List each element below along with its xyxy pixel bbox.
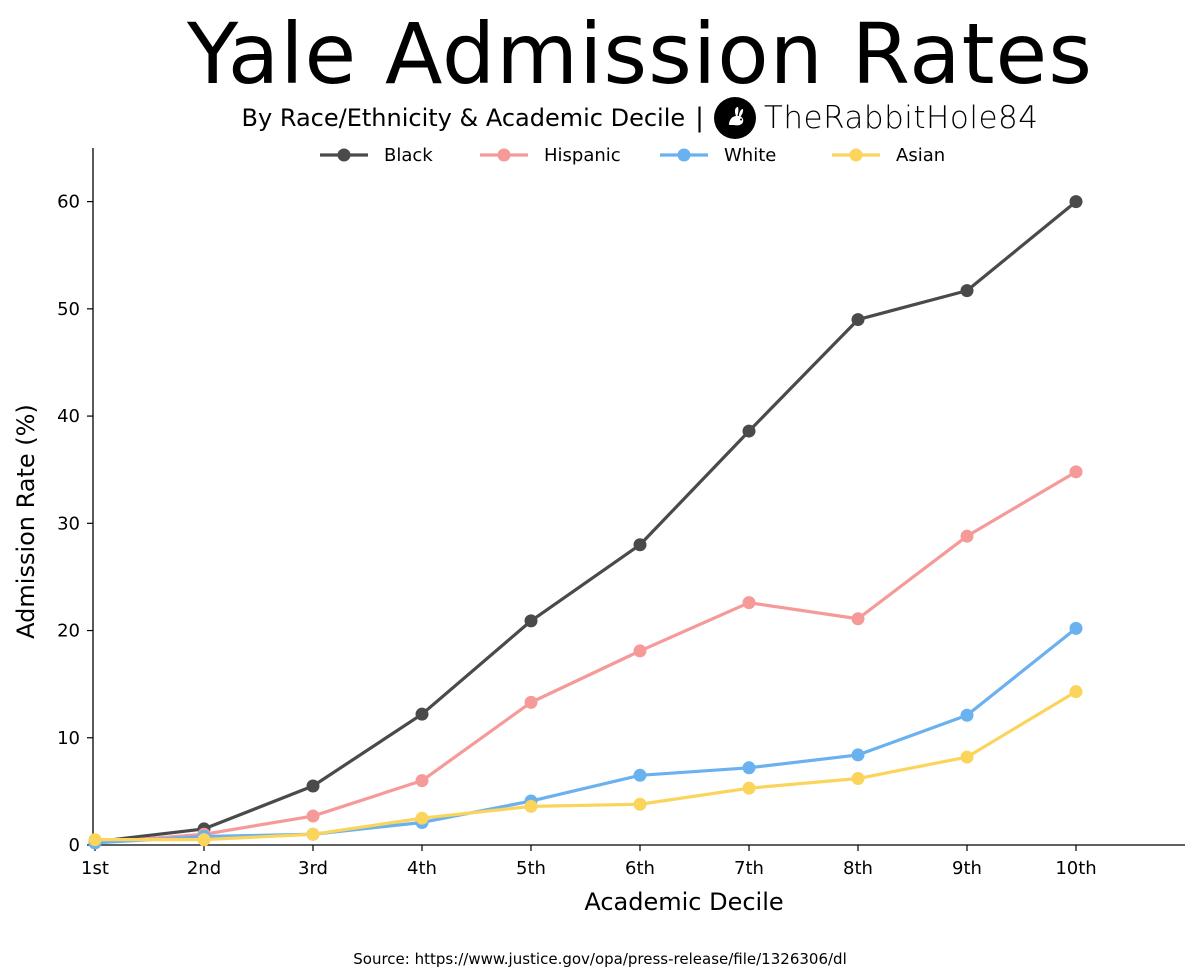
- data-point-asian: [742, 781, 756, 795]
- y-tick-label: 40: [57, 406, 80, 427]
- data-point-white: [633, 768, 647, 782]
- data-point-hispanic: [742, 596, 756, 610]
- legend-label-white: White: [724, 145, 776, 166]
- legend-marker-hispanic: [497, 148, 511, 162]
- subtitle-row: By Race/Ethnicity & Academic Decile | Th…: [0, 96, 1200, 140]
- x-tick-label: 4th: [407, 858, 437, 879]
- x-tick-label: 9th: [952, 858, 982, 879]
- data-point-white: [1069, 621, 1083, 635]
- legend-marker-asian: [849, 148, 863, 162]
- data-point-black: [633, 538, 647, 552]
- data-point-asian: [851, 772, 865, 786]
- x-tick-label: 8th: [843, 858, 873, 879]
- data-point-black: [851, 313, 865, 327]
- data-point-asian: [524, 799, 538, 813]
- data-point-asian: [1069, 685, 1083, 699]
- series-line-asian: [93, 690, 1078, 842]
- x-tick-label: 1st: [81, 858, 109, 879]
- rabbit-icon: [713, 97, 756, 139]
- data-point-white: [960, 708, 974, 722]
- data-point-hispanic: [633, 644, 647, 658]
- x-tick-label: 3rd: [298, 858, 328, 879]
- y-tick-label: 0: [69, 835, 80, 856]
- legend-marker-white: [677, 148, 691, 162]
- y-axis-label: Admission Rate (%): [12, 404, 40, 639]
- legend-label-black: Black: [384, 145, 433, 166]
- y-tick-label: 20: [57, 621, 80, 642]
- data-point-asian: [633, 797, 647, 811]
- legend-marker-black: [337, 148, 351, 162]
- x-tick-label: 5th: [516, 858, 546, 879]
- data-point-hispanic: [306, 809, 320, 823]
- data-point-white: [851, 748, 865, 762]
- data-point-hispanic: [960, 529, 974, 543]
- x-tick-label: 2nd: [187, 858, 221, 879]
- y-tick-label: 50: [57, 299, 80, 320]
- chart-title: Yale Admission Rates: [187, 5, 1093, 103]
- y-tick-label: 30: [57, 513, 80, 534]
- data-point-asian: [88, 833, 102, 847]
- data-point-hispanic: [1069, 465, 1083, 479]
- data-point-black: [742, 424, 756, 438]
- data-point-asian: [960, 750, 974, 764]
- data-point-hispanic: [851, 612, 865, 626]
- source-note: Source: https://www.justice.gov/opa/pres…: [353, 950, 847, 968]
- data-point-asian: [306, 827, 320, 841]
- data-point-asian: [197, 833, 211, 847]
- data-point-black: [960, 284, 974, 298]
- brand-name: TheRabbitHole84: [763, 100, 1039, 136]
- series-line-black: [93, 200, 1078, 844]
- y-tick-label: 60: [57, 192, 80, 213]
- legend-label-asian: Asian: [896, 145, 945, 166]
- x-tick-label: 7th: [734, 858, 764, 879]
- series-line-hispanic: [93, 470, 1078, 845]
- data-point-white: [742, 761, 756, 775]
- chart-subtitle: By Race/Ethnicity & Academic Decile: [241, 104, 686, 132]
- data-point-hispanic: [524, 695, 538, 709]
- data-point-black: [1069, 195, 1083, 209]
- data-point-black: [306, 779, 320, 793]
- data-point-black: [524, 614, 538, 628]
- data-point-black: [415, 707, 429, 721]
- data-point-asian: [415, 811, 429, 825]
- subtitle-separator: |: [695, 103, 704, 133]
- x-tick-label: 6th: [625, 858, 655, 879]
- x-tick-label: 10th: [1055, 858, 1096, 879]
- legend-label-hispanic: Hispanic: [544, 145, 621, 166]
- data-point-hispanic: [415, 774, 429, 788]
- series-line-white: [93, 626, 1078, 845]
- x-axis-label: Academic Decile: [584, 888, 783, 916]
- y-tick-label: 10: [57, 728, 80, 749]
